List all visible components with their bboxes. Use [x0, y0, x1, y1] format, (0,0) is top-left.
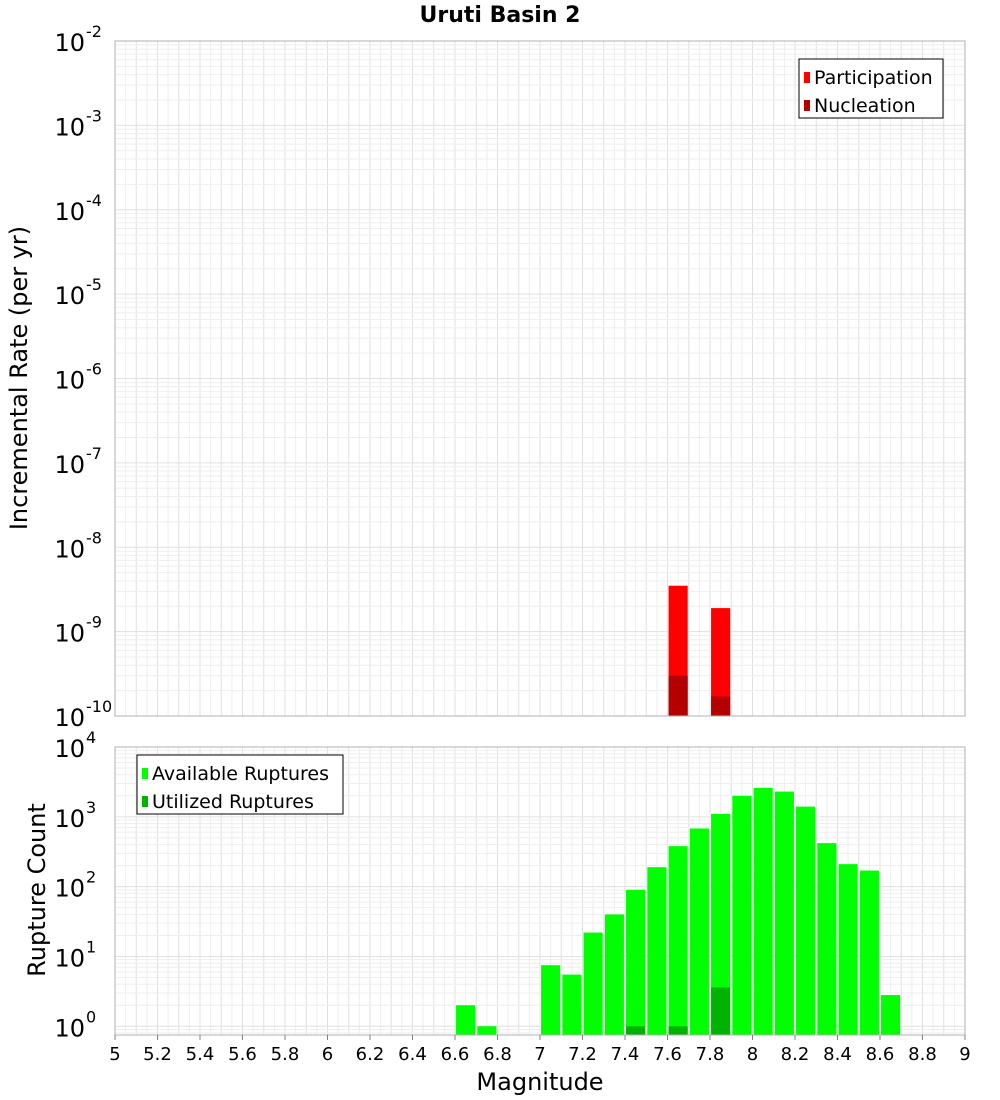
bottom-bar-available-ruptures: [881, 995, 901, 1035]
bottom-bar-available-ruptures: [626, 889, 646, 1035]
x-tick-label: 7: [534, 1044, 545, 1065]
top-ytick-exponent: -4: [86, 191, 102, 210]
top-ytick-base: 10: [54, 198, 85, 226]
bottom-bar-available-ruptures: [541, 965, 561, 1035]
top-bar-nucleation: [711, 696, 731, 716]
top-ytick-base: 10: [54, 451, 85, 479]
bottom-ytick-base: 10: [54, 735, 85, 763]
x-tick-label: 6.6: [441, 1044, 470, 1065]
bottom-bar-available-ruptures: [689, 828, 709, 1035]
top-ytick-base: 10: [54, 704, 85, 732]
bottom-ytick-base: 10: [54, 805, 85, 833]
x-tick-label: 9: [959, 1044, 970, 1065]
bottom-bar-available-ruptures: [668, 846, 688, 1035]
bottom-bar-utilized-ruptures: [668, 1026, 688, 1035]
x-tick-label: 6.4: [398, 1044, 427, 1065]
top-y-axis-label: Incremental Rate (per yr): [5, 226, 33, 530]
bottom-bar-available-ruptures: [604, 914, 624, 1035]
bottom-bar-available-ruptures: [647, 867, 667, 1035]
x-tick-label: 8.8: [908, 1044, 937, 1065]
bottom-bar-available-ruptures: [583, 932, 603, 1035]
x-tick-label: 7.6: [653, 1044, 682, 1065]
bottom-bar-available-ruptures: [817, 843, 837, 1035]
bottom-bar-utilized-ruptures: [626, 1026, 646, 1035]
x-axis-label: Magnitude: [476, 1068, 603, 1096]
x-tick-label: 6: [322, 1044, 333, 1065]
top-legend-label: Nucleation: [814, 95, 916, 117]
top-legend-swatch: [804, 100, 810, 111]
top-plot: 10-210-310-410-510-610-710-810-910 -10Par…: [54, 22, 966, 732]
bottom-ytick-base: 10: [54, 1014, 85, 1042]
x-tick-label: 6.2: [356, 1044, 385, 1065]
bottom-ytick-base: 10: [54, 944, 85, 972]
top-legend-label: Participation: [814, 67, 933, 89]
bottom-bar-available-ruptures: [732, 795, 752, 1035]
chart-title: Uruti Basin 2: [420, 3, 581, 28]
bottom-ytick-exponent: 4: [86, 728, 96, 747]
top-ytick-exponent: -2: [86, 22, 102, 41]
top-ytick-base: 10: [54, 282, 85, 310]
top-ytick-base: 10: [54, 367, 85, 395]
bottom-ytick-exponent: 2: [86, 868, 96, 887]
bottom-bar-available-ruptures: [774, 791, 794, 1035]
top-ytick-exponent: -7: [86, 444, 102, 463]
top-legend-box: [798, 58, 944, 119]
bottom-ytick-base: 10: [54, 875, 85, 903]
top-ytick-base: 10: [54, 113, 85, 141]
bottom-legend-label: Utilized Ruptures: [152, 791, 314, 813]
bottom-legend-label: Available Ruptures: [152, 763, 329, 785]
x-tick-label: 5.6: [228, 1044, 257, 1065]
x-tick-label: 8: [747, 1044, 758, 1065]
bottom-bar-available-ruptures: [711, 813, 731, 1035]
bottom-bar-available-ruptures: [753, 787, 773, 1035]
top-plot-frame: [114, 40, 966, 717]
bottom-legend-swatch: [142, 796, 148, 807]
top-ytick-exponent: -9: [86, 613, 102, 632]
bottom-ytick-exponent: 0: [86, 1007, 96, 1026]
bottom-legend-box: [136, 754, 344, 815]
bottom-bar-available-ruptures: [477, 1026, 497, 1035]
top-ytick-exponent: -8: [86, 528, 102, 547]
top-ytick-base: 10: [54, 620, 85, 648]
bottom-bar-available-ruptures: [562, 974, 582, 1035]
bottom-bar-utilized-ruptures: [711, 987, 731, 1035]
top-bar-nucleation: [668, 675, 688, 716]
x-tick-label: 7.4: [611, 1044, 640, 1065]
top-ytick-exponent: -5: [86, 275, 102, 294]
x-tick-label: 5.4: [186, 1044, 215, 1065]
bottom-ytick-exponent: 3: [86, 798, 96, 817]
bottom-ytick-exponent: 1: [86, 937, 96, 956]
top-ytick-exponent: -3: [86, 106, 102, 125]
bottom-y-axis-label: Rupture Count: [23, 803, 51, 977]
x-tick-label: 8.6: [866, 1044, 895, 1065]
x-tick-label: 8.4: [823, 1044, 852, 1065]
top-bar-participation: [711, 608, 731, 716]
bottom-legend-swatch: [142, 768, 148, 779]
x-tick-label: 7.8: [696, 1044, 725, 1065]
bottom-bar-available-ruptures: [859, 870, 879, 1035]
bottom-bar-available-ruptures: [456, 1005, 476, 1035]
top-legend-swatch: [804, 72, 810, 83]
top-ytick-exponent: -10: [86, 697, 112, 716]
x-tick-label: 8.2: [781, 1044, 810, 1065]
x-tick-label: 7.2: [568, 1044, 597, 1065]
x-tick-label: 5.8: [271, 1044, 300, 1065]
bottom-bar-available-ruptures: [838, 864, 858, 1035]
top-ytick-base: 10: [54, 535, 85, 563]
x-tick-label: 5.2: [143, 1044, 172, 1065]
top-ytick-exponent: -6: [86, 360, 102, 379]
x-tick-label: 5: [109, 1044, 120, 1065]
bottom-bar-available-ruptures: [796, 806, 816, 1035]
top-ytick-base: 10: [54, 29, 85, 57]
x-tick-label: 6.8: [483, 1044, 512, 1065]
